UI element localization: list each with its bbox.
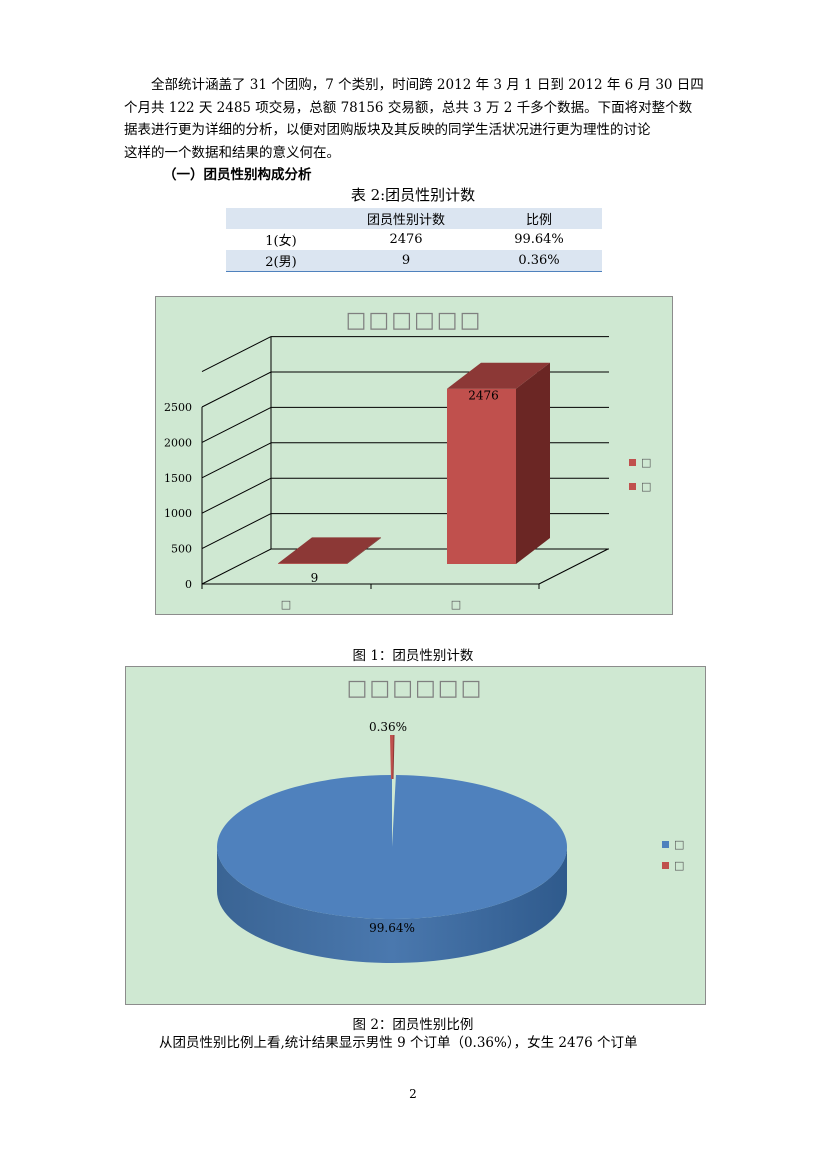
bar-side (347, 537, 381, 564)
gridline (201, 442, 272, 479)
pie-legend: □ □ (662, 838, 684, 872)
table-caption: 表 2:团员性别计数 (350, 186, 476, 204)
intro-line: 个月共 122 天 2485 项交易，总额 78156 交易额，总共 3 万 2… (124, 99, 693, 116)
table-cell: 9 (336, 250, 476, 272)
legend-label: □ (674, 838, 684, 851)
table-cell: 2(男) (226, 250, 336, 272)
table-header-row: 团员性别计数 比例 (226, 208, 602, 229)
table-cell: 99.64% (514, 232, 564, 247)
table-header-cell: 比例 (476, 208, 602, 229)
bar-front (278, 563, 347, 564)
table-row: 2(男) 9 0.36% (226, 250, 602, 272)
intro-line: 全部统计涵盖了 31 个团购，7 个类别，时间跨 2012 年 3 月 1 日到… (151, 77, 704, 93)
page-number: 2 (409, 1087, 417, 1101)
gridline (201, 336, 272, 373)
y-tick-label: 1500 (164, 472, 192, 485)
figure2-caption: 图 2：团员性别比例 (352, 1017, 474, 1033)
figure1-caption: 图 1：团员性别计数 (352, 648, 474, 664)
legend-swatch (629, 459, 636, 466)
bar-top (278, 537, 381, 564)
table-cell: 2476 (389, 232, 423, 247)
gridline (201, 406, 272, 443)
pie-data-label: 99.64% (369, 921, 415, 935)
legend-label: □ (674, 859, 684, 872)
intro-paragraph: 全部统计涵盖了 31 个团购，7 个类别，时间跨 2012 年 3 月 1 日到… (124, 74, 704, 164)
legend-swatch (662, 841, 669, 848)
y-tick-label: 0 (185, 578, 192, 591)
table-header-cell (226, 208, 336, 229)
gender-count-table: 团员性别计数 比例 1(女) 2476 99.64% 2(男) 9 0.36% (226, 208, 602, 272)
bar-chart: 0 500 1000 1500 2000 2500 9 2476 □□□□□□ □ □ □ … (164, 308, 651, 611)
category-label: □ (451, 598, 461, 611)
gridline (201, 548, 272, 585)
legend-swatch (662, 862, 669, 869)
table-header-cell: 团员性别计数 (336, 208, 476, 229)
legend-label: □ (641, 456, 651, 469)
intro-line: 据表进行更为详细的分析，以便对团购版块及其反映的同学生活状况进行更为理性的讨论 (124, 122, 651, 139)
bar-front (447, 388, 516, 564)
intro-line: 这样的一个数据和结果的意义何在。 (124, 144, 340, 161)
pie-data-label: 0.36% (369, 720, 407, 734)
pie-chart-container: □□□□□□ 99.64% 0.36% □ □ (125, 666, 706, 1005)
table-cell: 0.36% (476, 250, 602, 272)
section-heading: （一）团员性别构成分析 (163, 167, 312, 183)
y-tick-label: 500 (171, 543, 192, 556)
legend-label: □ (641, 480, 651, 493)
conclusion-paragraph: 从团员性别比例上看,统计结果显示男性 9 个订单（0.36%），女生 2476 … (159, 1035, 638, 1051)
gridline (201, 371, 272, 408)
table-cell: 1(女) (265, 234, 297, 249)
y-tick-label: 2000 (164, 436, 192, 449)
bar-chart-container: 0 500 1000 1500 2000 2500 9 2476 □□□□□□ □ □ □ … (155, 296, 673, 615)
bar-side (516, 362, 550, 564)
bar-top (447, 362, 550, 389)
legend-swatch (629, 483, 636, 490)
pie-slice-edge (392, 734, 395, 780)
category-label: □ (281, 598, 291, 611)
bar-data-label: 9 (311, 571, 319, 585)
pie-chart: □□□□□□ 99.64% 0.36% □ □ (216, 676, 684, 963)
table-row: 1(女) 2476 99.64% (226, 229, 602, 250)
gridline (201, 477, 272, 514)
bar: 2476 (447, 362, 550, 564)
y-tick-label: 2500 (164, 401, 192, 414)
bar-data-label: 2476 (468, 389, 499, 403)
pie-slice (216, 775, 567, 919)
bar-legend: □ □ (629, 456, 651, 493)
y-tick-label: 1000 (164, 507, 192, 520)
gridline (201, 513, 272, 550)
pie-chart-title: □□□□□□ (347, 676, 484, 701)
bar: 9 (278, 537, 381, 585)
floor-edge (538, 548, 609, 585)
bar-chart-title: □□□□□□ (346, 308, 483, 333)
pie-slice (390, 734, 395, 780)
pie-slice-side (217, 847, 567, 963)
